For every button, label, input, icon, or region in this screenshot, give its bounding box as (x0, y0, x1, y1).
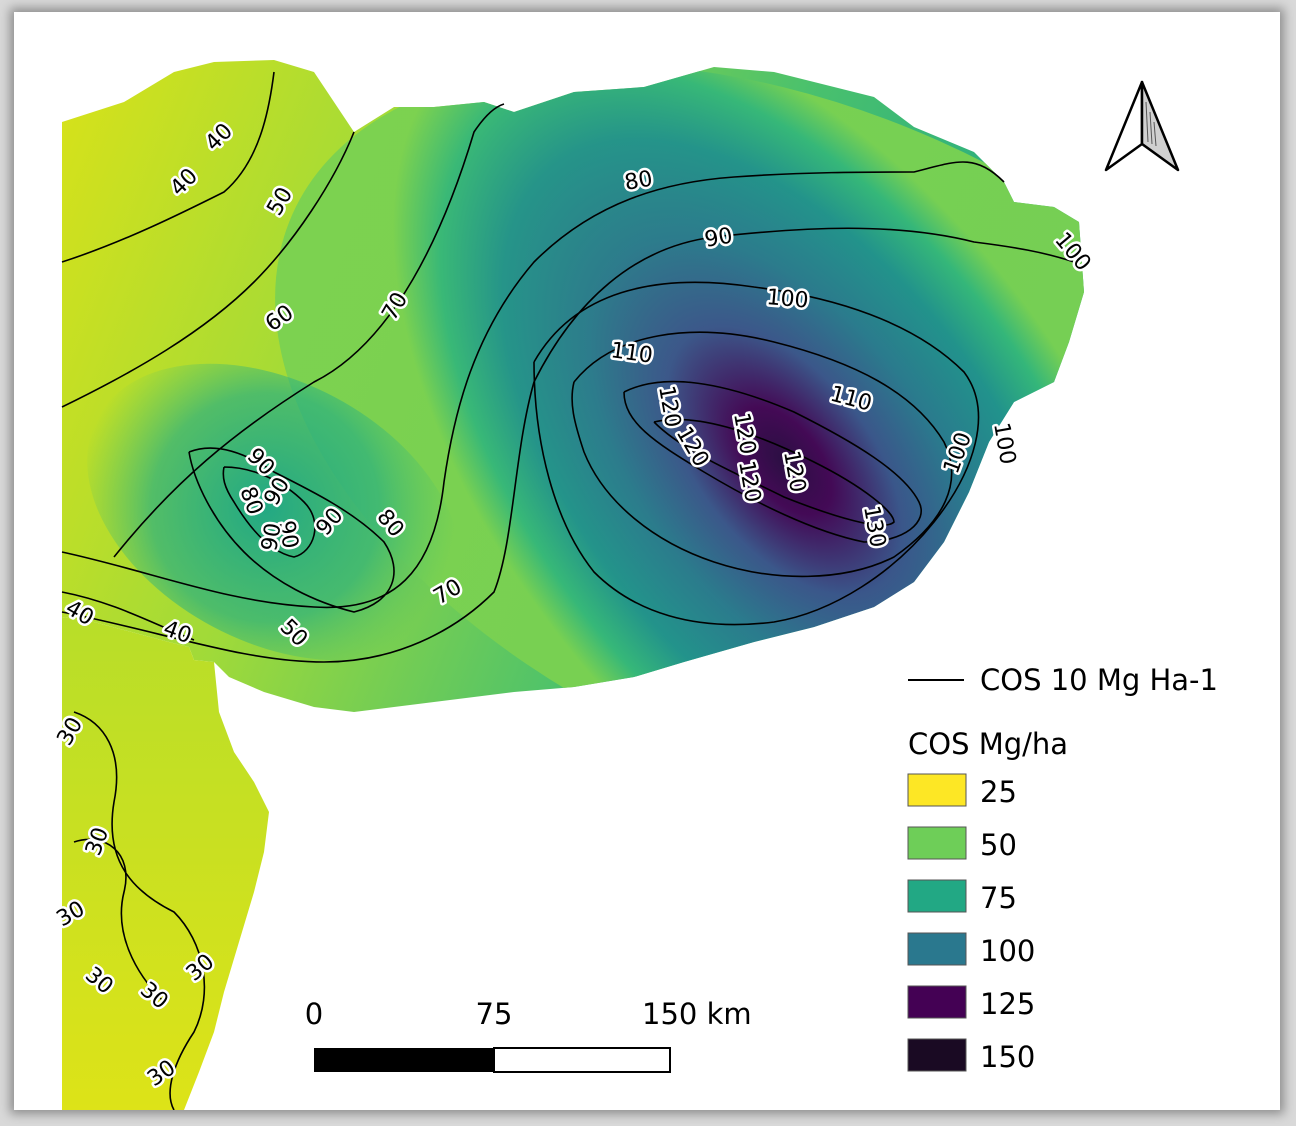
map-canvas: 40 40 50 60 70 80 90 100 110 110 120 120… (50, 60, 1218, 1110)
legend-class-label: 25 (980, 775, 1017, 809)
contour-label: 90 (703, 223, 735, 252)
map-frame: 40 40 50 60 70 80 90 100 110 110 120 120… (14, 12, 1280, 1110)
legend-class-label: 50 (980, 828, 1017, 862)
legend-swatch (907, 1038, 967, 1072)
contour-lines (61, 71, 1075, 1110)
scale-label-75: 75 (476, 997, 513, 1031)
contour-label: 100 (765, 285, 809, 314)
contour-label: 100 (988, 421, 1020, 467)
legend-swatch (907, 826, 967, 860)
legend-title: COS Mg/ha (908, 727, 1068, 761)
legend-class-label: 150 (980, 1040, 1035, 1074)
legend-line-label: COS 10 Mg Ha-1 (980, 663, 1218, 697)
legend-swatch (907, 773, 967, 807)
scale-bar-black-segment (314, 1048, 494, 1072)
contour-label: 90 (257, 521, 286, 553)
legend-swatch (907, 985, 967, 1019)
land-region-south (62, 617, 269, 1110)
legend-class-label: 100 (980, 934, 1035, 968)
legend-swatch (907, 932, 967, 966)
legend-swatch (907, 879, 967, 913)
legend-class-label: 125 (980, 987, 1035, 1021)
north-arrow-icon (1104, 80, 1180, 172)
scale-label-0: 0 (305, 997, 323, 1031)
scale-label-150: 150 km (642, 997, 752, 1031)
legend: COS 10 Mg Ha-1 COS Mg/ha 25 50 75 100 125 150 (907, 663, 1218, 1074)
legend-class-label: 75 (980, 881, 1017, 915)
contour-label: 80 (623, 166, 655, 195)
scale-bar-white-segment (493, 1047, 671, 1073)
scale-bar: 0 75 150 km (305, 997, 752, 1073)
